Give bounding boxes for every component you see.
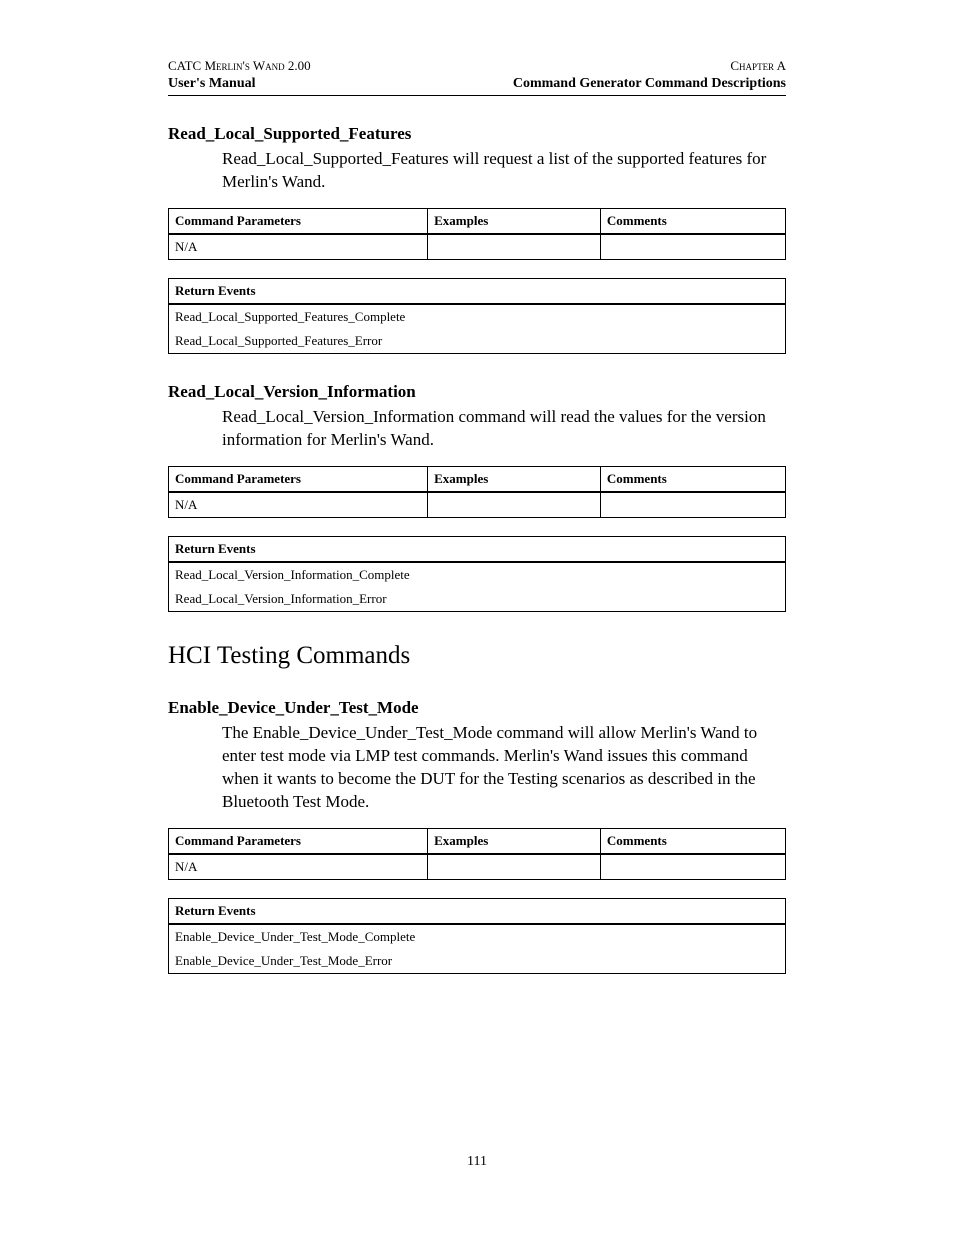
table-row: Read_Local_Supported_Features_Error	[169, 329, 786, 354]
table-header: Examples	[428, 828, 601, 854]
command-title: Enable_Device_Under_Test_Mode	[168, 698, 786, 718]
parameters-table: Command Parameters Examples Comments N/A	[168, 466, 786, 518]
table-cell	[600, 854, 785, 880]
table-row: Read_Local_Version_Information_Complete	[169, 562, 786, 587]
table-cell: N/A	[169, 854, 428, 880]
events-table: Return Events Read_Local_Supported_Featu…	[168, 278, 786, 354]
table-cell: Enable_Device_Under_Test_Mode_Error	[169, 949, 786, 974]
parameters-table: Command Parameters Examples Comments N/A	[168, 208, 786, 260]
table-cell	[428, 234, 601, 260]
table-cell: N/A	[169, 492, 428, 518]
page-number: 111	[168, 1154, 786, 1170]
table-row: N/A	[169, 492, 786, 518]
table-header: Command Parameters	[169, 466, 428, 492]
table-header: Command Parameters	[169, 208, 428, 234]
header-manual: User's Manual	[168, 75, 256, 93]
events-table: Return Events Enable_Device_Under_Test_M…	[168, 898, 786, 974]
table-row: Read_Local_Version_Information_Error	[169, 587, 786, 612]
header-product: CATC Merlin's Wand 2.00	[168, 58, 311, 75]
table-header: Return Events	[169, 278, 786, 304]
table-header: Return Events	[169, 898, 786, 924]
table-row: N/A	[169, 854, 786, 880]
page: CATC Merlin's Wand 2.00 Chapter A User's…	[0, 0, 954, 1210]
page-header: CATC Merlin's Wand 2.00 Chapter A User's…	[168, 58, 786, 96]
command-description: Read_Local_Supported_Features will reque…	[222, 148, 786, 194]
table-cell: N/A	[169, 234, 428, 260]
table-cell: Read_Local_Version_Information_Error	[169, 587, 786, 612]
table-cell	[428, 492, 601, 518]
table-cell	[600, 492, 785, 518]
command-description: Read_Local_Version_Information command w…	[222, 406, 786, 452]
table-header: Comments	[600, 208, 785, 234]
table-header: Examples	[428, 208, 601, 234]
header-rule	[168, 95, 786, 96]
table-cell	[428, 854, 601, 880]
table-cell	[600, 234, 785, 260]
table-row: Enable_Device_Under_Test_Mode_Complete	[169, 924, 786, 949]
table-cell: Enable_Device_Under_Test_Mode_Complete	[169, 924, 786, 949]
command-description: The Enable_Device_Under_Test_Mode comman…	[222, 722, 786, 814]
table-cell: Read_Local_Version_Information_Complete	[169, 562, 786, 587]
table-header: Return Events	[169, 536, 786, 562]
table-header: Examples	[428, 466, 601, 492]
section-heading: HCI Testing Commands	[168, 642, 786, 670]
table-header: Comments	[600, 828, 785, 854]
parameters-table: Command Parameters Examples Comments N/A	[168, 828, 786, 880]
header-chapter: Chapter A	[730, 58, 786, 75]
header-section: Command Generator Command Descriptions	[513, 75, 786, 93]
events-table: Return Events Read_Local_Version_Informa…	[168, 536, 786, 612]
command-title: Read_Local_Version_Information	[168, 382, 786, 402]
table-row: N/A	[169, 234, 786, 260]
table-row: Read_Local_Supported_Features_Complete	[169, 304, 786, 329]
table-cell: Read_Local_Supported_Features_Error	[169, 329, 786, 354]
table-cell: Read_Local_Supported_Features_Complete	[169, 304, 786, 329]
table-header: Comments	[600, 466, 785, 492]
table-row: Enable_Device_Under_Test_Mode_Error	[169, 949, 786, 974]
table-header: Command Parameters	[169, 828, 428, 854]
command-title: Read_Local_Supported_Features	[168, 124, 786, 144]
